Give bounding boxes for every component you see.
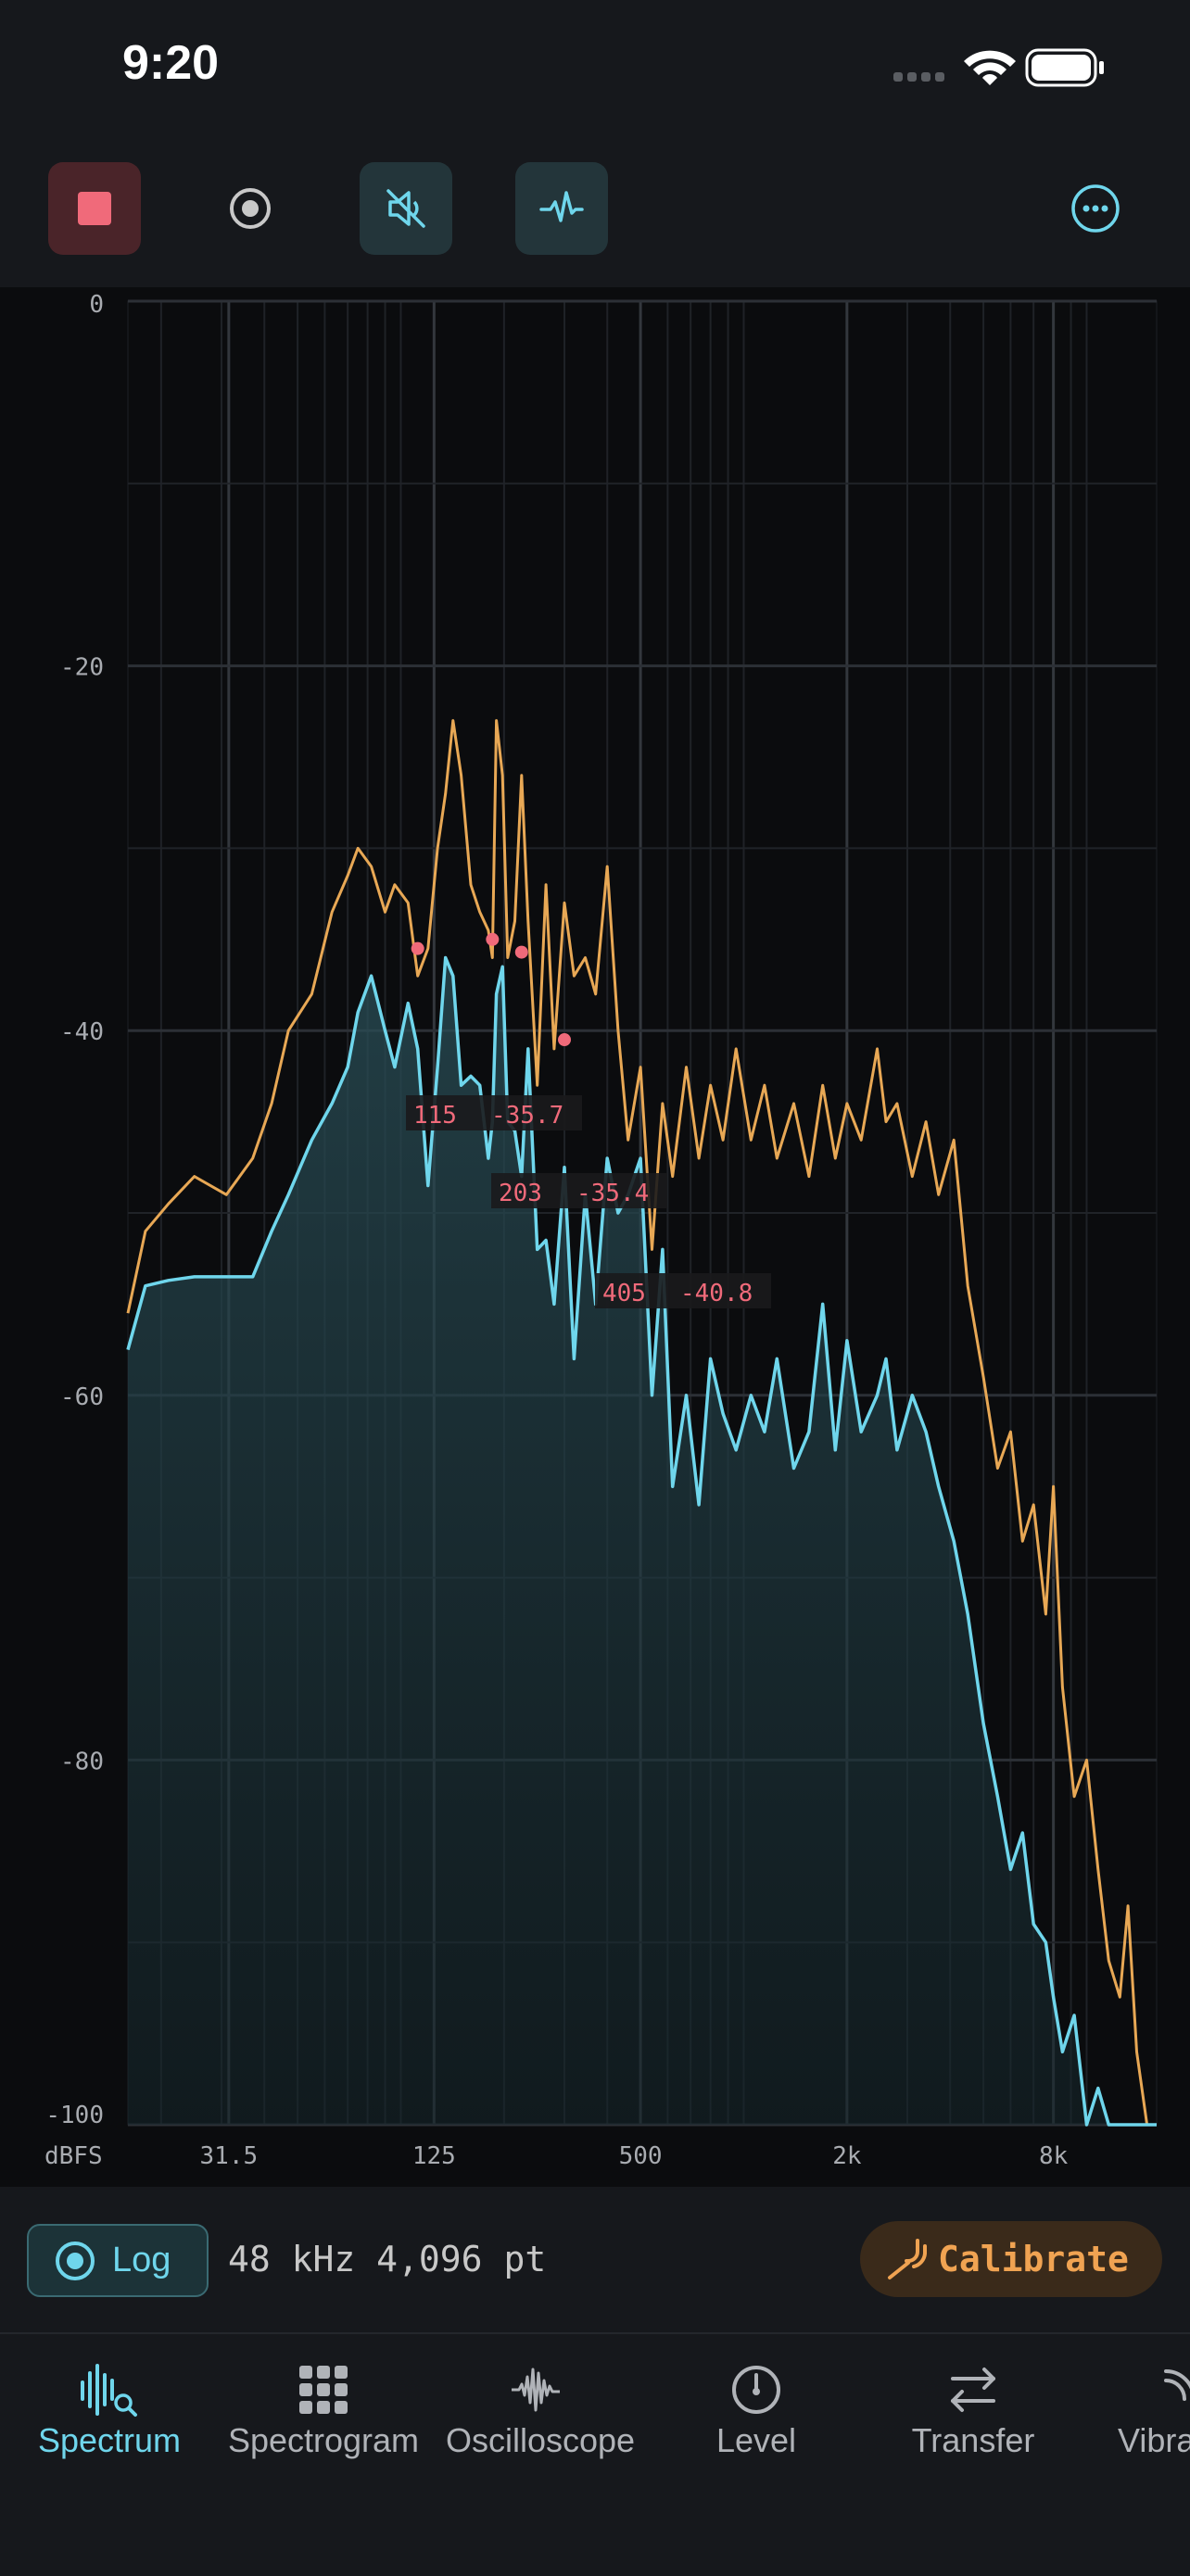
peak-frequency: 405 (602, 1280, 646, 1307)
y-tick-label: -20 (60, 654, 104, 682)
grid-icon (299, 2366, 348, 2414)
peak-level: -35.4 (576, 1180, 649, 1207)
peak-label-bg (491, 1173, 667, 1208)
peak-markers: 115 -35.7 203 -35.4 405 -40.8 (406, 932, 771, 1308)
tab-bar: Spectrum Spectrogram Oscilloscope Level (0, 2332, 1190, 2576)
x-tick-label: 8k (1039, 2142, 1069, 2170)
waveform-toggle[interactable] (515, 162, 608, 255)
peak-frequency: 115 (413, 1102, 457, 1130)
radio-selected-icon (56, 2241, 95, 2280)
y-tick-label: -40 (60, 1018, 104, 1046)
pulse-icon (539, 191, 584, 222)
more-icon (1071, 184, 1120, 233)
status-time: 9:20 (122, 36, 220, 90)
peak-hold-line (126, 719, 1157, 2127)
gauge-icon (732, 2366, 780, 2414)
transfer-icon (951, 2368, 995, 2412)
tab-transfer[interactable]: Transfer (880, 2362, 1066, 2492)
peak-dot (558, 1033, 572, 1047)
tab-label: Level (715, 2421, 797, 2459)
signal-wifi-battery-icon (893, 48, 1104, 87)
tab-label: Transfer (911, 2421, 1035, 2459)
record-button[interactable] (204, 162, 297, 255)
tab-spectrum[interactable]: Spectrum (17, 2362, 202, 2492)
peak-label-bg (595, 1273, 771, 1308)
y-tick-label: -100 (45, 2102, 104, 2129)
tab-level[interactable]: Level (675, 2362, 838, 2492)
peak-dot (486, 932, 500, 946)
sample-rate: 48 kHz (228, 2239, 356, 2279)
vibration-icon (1164, 2369, 1190, 2401)
speaker-muted-icon (386, 189, 425, 228)
y-tick-label: -60 (60, 1383, 104, 1411)
log-scale-toggle[interactable]: Log (27, 2224, 209, 2297)
x-tick-label: 500 (619, 2142, 663, 2170)
more-button[interactable] (1049, 162, 1142, 255)
calibrate-label: Calibrate (938, 2239, 1129, 2279)
y-axis-labels: 0 -20 -40 -60 -80 -100 (45, 291, 104, 2129)
y-tick-label: 0 (89, 291, 104, 319)
tab-oscilloscope[interactable]: Oscilloscope (436, 2362, 645, 2492)
calibrate-button[interactable]: Calibrate (860, 2221, 1162, 2297)
toolbar (0, 139, 1190, 287)
peak-level: -40.8 (680, 1280, 753, 1307)
info-bar: Log 48 kHz 4,096 pt Calibrate (0, 2187, 1190, 2330)
peak-dot (514, 945, 528, 959)
x-tick-label: 125 (412, 2142, 456, 2170)
stop-button[interactable] (48, 162, 141, 255)
tab-label: Vibra (1118, 2421, 1190, 2459)
tab-label: Spectrogram (227, 2421, 420, 2459)
chart-series (126, 719, 1157, 2127)
x-axis-labels: dBFS 31.5 125 500 2k 8k (44, 2142, 1069, 2170)
log-label: Log (112, 2241, 171, 2279)
live-spectrum-line (126, 955, 1157, 2127)
peak-frequency: 203 (499, 1180, 542, 1207)
record-icon (230, 188, 271, 229)
y-axis-unit: dBFS (44, 2142, 103, 2170)
status-icons (893, 44, 1116, 91)
status-bar: 9:20 (0, 0, 1190, 139)
y-tick-label: -80 (60, 1748, 104, 1775)
spectrum-plot[interactable]: 0 -20 -40 -60 -80 -100 dBFS 31.5 125 500 2k 8k 115… (0, 287, 1190, 2187)
capture-info: 48 kHz 4,096 pt (228, 2239, 546, 2279)
live-spectrum-fill (128, 957, 1157, 2125)
tab-label: Spectrum (37, 2421, 182, 2459)
peak-label-bg (406, 1095, 582, 1130)
peak-level: -35.7 (491, 1102, 563, 1130)
waveform-icon (512, 2368, 560, 2412)
tuning-fork-icon (888, 2239, 927, 2279)
spectrum-chart[interactable]: 0 -20 -40 -60 -80 -100 dBFS 31.5 125 500 2k 8k 115… (0, 287, 1190, 2187)
stop-icon (78, 192, 111, 225)
fft-points: 4,096 pt (376, 2239, 547, 2279)
x-tick-label: 31.5 (200, 2142, 259, 2170)
tab-vibration[interactable]: Vibra (1118, 2362, 1190, 2492)
tab-spectrogram[interactable]: Spectrogram (219, 2362, 428, 2492)
mute-toggle[interactable] (360, 162, 452, 255)
tab-label: Oscilloscope (445, 2421, 636, 2459)
peak-dot (411, 941, 424, 955)
spectrum-icon (81, 2364, 137, 2417)
x-tick-label: 2k (832, 2142, 862, 2170)
